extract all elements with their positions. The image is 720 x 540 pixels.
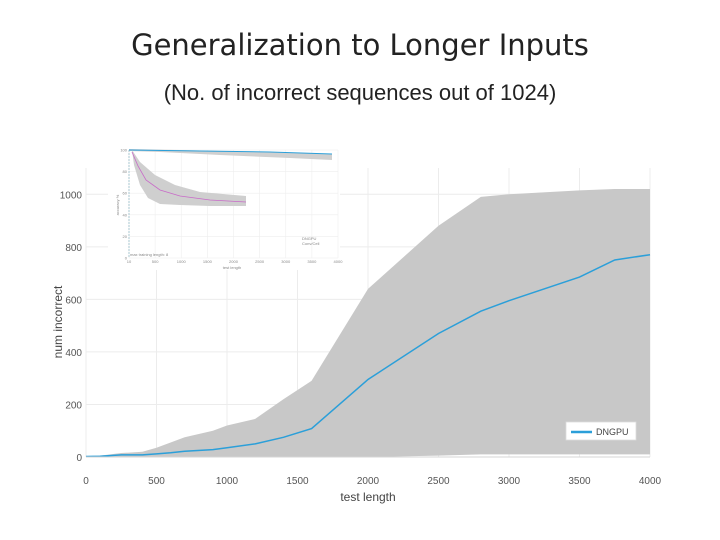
- inset-line: [131, 151, 247, 203]
- inset-x-axis-label: test length: [223, 265, 241, 270]
- inset-x-tick-label: 4000: [334, 259, 344, 264]
- inset-x-tick-label: 1500: [203, 259, 213, 264]
- legend-label-dngpu: DNGPU: [596, 427, 629, 437]
- inset-y-tick-labels: 100 80 60 40 20 0: [120, 148, 127, 261]
- inset-band: [132, 150, 246, 206]
- y-tick-label: 200: [65, 400, 82, 411]
- x-tick-label: 2000: [357, 476, 380, 487]
- inset-x-tick-label: 3500: [307, 259, 317, 264]
- inset-chart: 10 500 1000 1500 2000 2500 3000 3500 4000 100 80 6…: [108, 142, 343, 270]
- inset-legend-item-2: Conv/Cell: [302, 241, 319, 246]
- y-tick-label: 400: [65, 348, 82, 359]
- inset-y-tick-label: 60: [123, 191, 128, 196]
- x-tick-label: 2500: [427, 476, 450, 487]
- y-tick-label: 1000: [60, 190, 83, 201]
- legend: DNGPU: [565, 421, 637, 441]
- series-line-dngpu: [85, 253, 651, 458]
- x-tick-label: 1000: [216, 476, 239, 487]
- inset-x-tick-labels: 10 500 1000 1500 2000 2500 3000 3500 4000: [127, 259, 343, 264]
- inset-x-tick-label: 10: [127, 259, 132, 264]
- slide-subtitle: (No. of incorrect sequences out of 1024): [163, 80, 557, 105]
- inset-x-tick-label: 3000: [281, 259, 291, 264]
- inset-y-tick-label: 80: [123, 169, 128, 174]
- inset-y-tick-label: 100: [120, 148, 127, 153]
- inset-line-top: [128, 149, 333, 155]
- inset-x-tick-label: 1000: [177, 259, 187, 264]
- inset-y-tick-label: 20: [123, 234, 128, 239]
- x-tick-labels: 0 500 1000 1500 2000 2500 3000 3500 4000: [83, 476, 661, 487]
- legend-box: [565, 421, 637, 441]
- inset-y-tick-label: 0: [125, 256, 128, 261]
- inset-x-tick-label: 2500: [255, 259, 265, 264]
- inset-note: max training length: 8: [130, 252, 169, 257]
- y-tick-label: 600: [65, 295, 82, 306]
- y-tick-label: 0: [76, 453, 82, 464]
- x-axis-label: test length: [340, 490, 395, 504]
- x-tick-label: 500: [148, 476, 165, 487]
- x-tick-label: 3500: [568, 476, 591, 487]
- inset-y-axis-label: accuracy %: [115, 194, 120, 215]
- inset-band-top: [129, 149, 332, 160]
- inset-x-tick-label: 2000: [229, 259, 239, 264]
- inset-legend-item-1: DNGPU: [302, 236, 317, 241]
- x-tick-label: 1500: [286, 476, 309, 487]
- y-tick-label: 800: [65, 243, 82, 254]
- inset-y-tick-label: 40: [123, 212, 128, 217]
- y-axis-label: num incorrect: [51, 285, 65, 358]
- y-tick-labels: 0 200 400 600 800 1000: [60, 190, 83, 464]
- x-tick-label: 4000: [639, 476, 662, 487]
- x-tick-label: 3000: [498, 476, 521, 487]
- confidence-band: [86, 189, 650, 457]
- inset-x-tick-label: 500: [152, 259, 159, 264]
- slide-title: Generalization to Longer Inputs: [131, 28, 589, 62]
- x-tick-label: 0: [83, 476, 89, 487]
